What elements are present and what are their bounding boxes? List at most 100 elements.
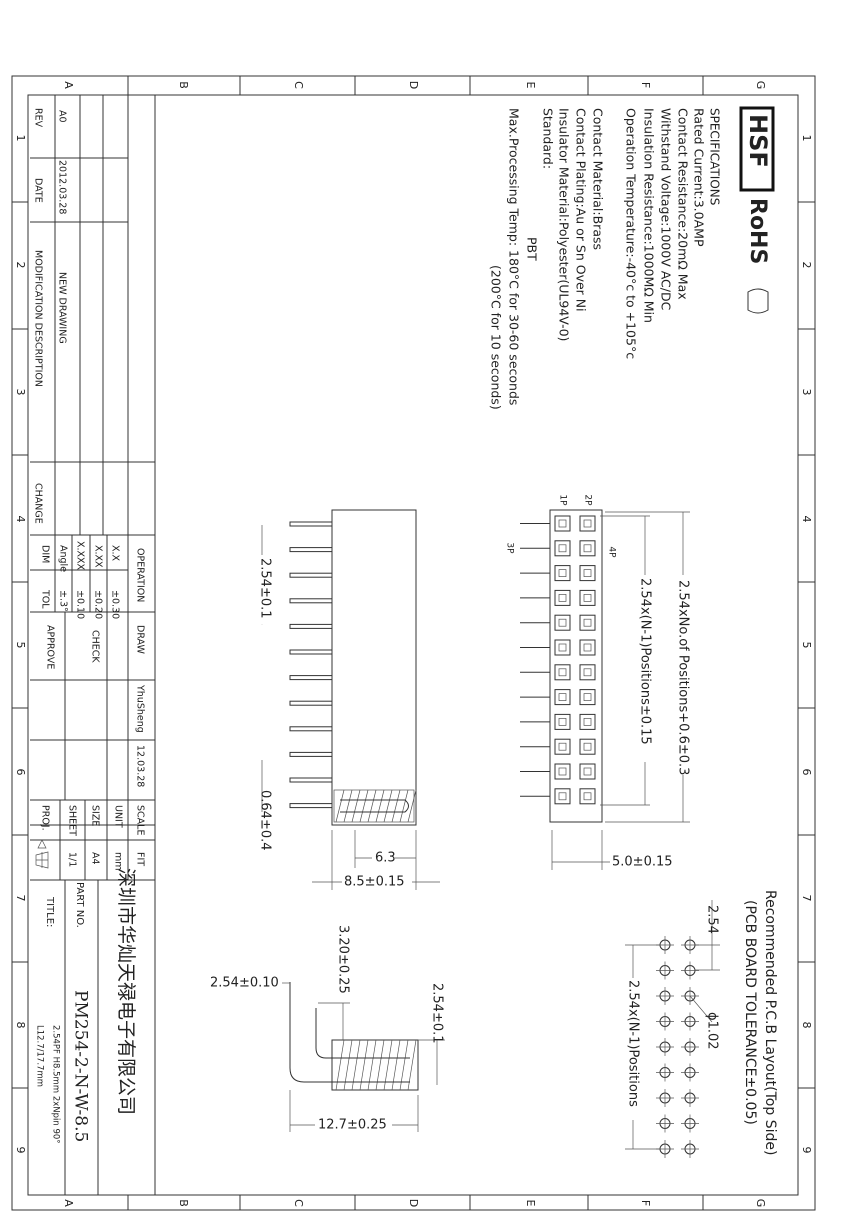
contact xyxy=(554,565,571,582)
dimension: 12.7±0.25 xyxy=(318,1118,387,1133)
pin-side xyxy=(289,649,333,655)
pin-side xyxy=(289,547,333,553)
contact-hole xyxy=(583,519,592,528)
sheet-key: SHEET xyxy=(67,805,78,836)
dimension: 2.54±0.1 xyxy=(258,558,273,619)
pcb-title: Recommended P.C.B Layout(Top Side) xyxy=(762,890,778,1155)
zone-letter: F xyxy=(639,82,652,88)
label: CHECK xyxy=(90,630,101,663)
contact xyxy=(554,589,571,606)
rev-header: DATE xyxy=(33,178,44,203)
dimension: 8.5±0.15 xyxy=(344,875,405,890)
contact-hole xyxy=(583,718,592,726)
zone-number: 6 xyxy=(800,769,813,776)
contact xyxy=(554,515,571,532)
tol-cell: X.XX xyxy=(93,545,104,568)
zone-number: 1 xyxy=(800,135,813,142)
pin-side xyxy=(289,572,333,578)
contact-spring xyxy=(340,799,409,813)
sheet-value: 1/1 xyxy=(67,852,78,867)
pin-bent-outer xyxy=(289,982,410,1083)
contact xyxy=(579,664,596,681)
zone-letter: F xyxy=(639,1200,652,1206)
pin-side xyxy=(289,700,333,706)
dimension: 2.54±0.10 xyxy=(210,976,279,991)
zone-number: 4 xyxy=(800,516,813,523)
contact xyxy=(554,738,571,755)
contact-hole xyxy=(583,594,592,602)
sheet-key: PROJ. xyxy=(40,805,51,831)
zone-number: 5 xyxy=(800,642,813,649)
label: DRAW xyxy=(135,625,146,655)
label: 3P xyxy=(505,542,515,554)
part-number: PM254-2-N-W-8.5 xyxy=(71,990,91,1142)
contact-hole xyxy=(558,693,567,701)
contact-hole xyxy=(558,569,567,577)
contact-hole xyxy=(558,742,567,751)
zone-number: 9 xyxy=(14,1147,27,1154)
hatch xyxy=(407,789,417,823)
dimension: ϕ1.02 xyxy=(705,1012,720,1050)
contact xyxy=(554,763,571,780)
contact-hole xyxy=(583,544,592,553)
contact-hole xyxy=(583,618,592,627)
contact xyxy=(554,713,571,730)
tol-cell: ±0.20 xyxy=(93,590,104,619)
spec-line: Rated Current:3.0AMP xyxy=(692,108,707,247)
label: 4P xyxy=(607,546,617,558)
zone-number: 8 xyxy=(800,1022,813,1029)
logo-mark xyxy=(747,288,769,314)
rev-cell: A0 xyxy=(57,110,68,123)
contact xyxy=(579,689,596,706)
contact-hole xyxy=(583,569,592,577)
zone-letter: A xyxy=(62,81,75,89)
contact xyxy=(554,664,571,681)
tol-cell: ±0.30 xyxy=(110,590,121,619)
sheet-key: UNIT xyxy=(113,805,124,828)
contact-hole xyxy=(558,668,567,677)
dimension: 0.64±0.4 xyxy=(258,790,273,851)
line xyxy=(689,995,713,1023)
pin-side xyxy=(289,751,333,757)
tol-cell: X.XXX xyxy=(75,541,86,571)
contact-hole xyxy=(583,742,592,751)
hatch xyxy=(359,789,369,823)
contact xyxy=(554,540,571,557)
zone-number: 7 xyxy=(14,895,27,902)
sheet-key: SCALE xyxy=(135,805,146,835)
pin-side xyxy=(289,623,333,629)
label: 2.54PF H8.5mm 2xNpin 90° xyxy=(51,1025,61,1144)
zone-letter: D xyxy=(407,81,420,89)
contact xyxy=(554,639,571,656)
company-name: 深圳市华灿天禄电子有限公司 xyxy=(115,868,137,1115)
zone-number: 2 xyxy=(14,262,27,269)
dimension: 2.54xNo.of Positions+0.6±0.3 xyxy=(676,580,691,775)
contact xyxy=(579,540,596,557)
logo-hsf: HSF xyxy=(744,114,772,168)
zone-letter: G xyxy=(754,81,767,90)
contact-hole xyxy=(558,544,567,553)
zone-number: 3 xyxy=(14,389,27,396)
contact xyxy=(579,589,596,606)
hatch xyxy=(375,789,385,823)
label: SPECIFICATIONS xyxy=(708,108,722,205)
pin-side xyxy=(289,726,333,732)
pin-side xyxy=(289,675,333,681)
label: PART NO. xyxy=(74,882,85,928)
sheet-value: A4 xyxy=(90,852,101,865)
contact-hole xyxy=(558,519,567,528)
tol-cell: ±0.10 xyxy=(75,590,86,619)
zone-number: 3 xyxy=(800,389,813,396)
zone-letter: E xyxy=(524,82,537,89)
zone-letter: C xyxy=(292,1199,305,1207)
pin-bent-inner xyxy=(315,1008,410,1059)
label: 12.03.28 xyxy=(135,745,146,787)
spec-line: Contact Plating:Au or Sn Over Ni xyxy=(574,108,589,312)
rev-cell: 2012.03.28 xyxy=(57,160,68,214)
label: TITLE: xyxy=(44,896,55,927)
spec-line: Contact Resistance:20mΩ Max xyxy=(676,108,691,300)
zone-letter: C xyxy=(292,81,305,89)
spec-line: Insulation Resistance:1000MΩ Min xyxy=(642,108,657,323)
hatch xyxy=(399,789,409,823)
dimension: 2.54±0.1 xyxy=(430,983,445,1044)
